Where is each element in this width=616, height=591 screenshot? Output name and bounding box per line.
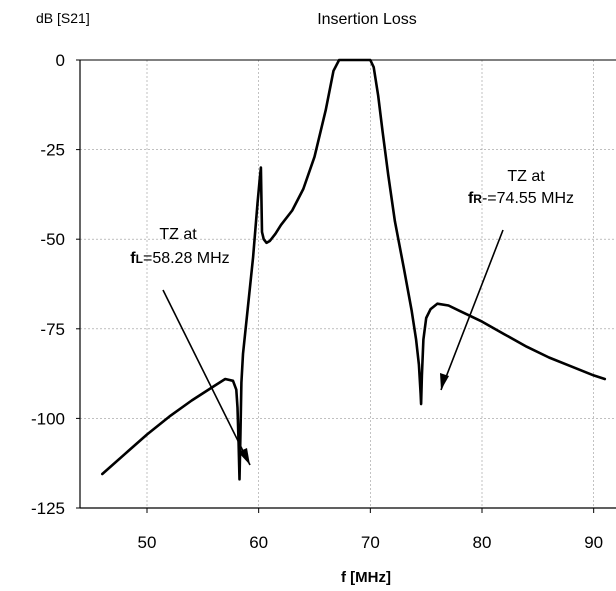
y-tick-label: -125 — [31, 499, 65, 518]
annotation-left-line1: TZ at — [159, 226, 197, 243]
grid-lines — [80, 59, 616, 508]
x-tick-label: 90 — [584, 533, 603, 552]
annotation-left-prefix: f — [130, 250, 136, 267]
annotation-left-line2: fL=58.28 MHz — [130, 250, 229, 267]
annotation-right-prefix: f — [468, 190, 474, 207]
y-tick-label: -100 — [31, 409, 65, 428]
annotation-left-subscript: L — [136, 252, 143, 266]
annotation-right-value: -=74.55 MHz — [482, 190, 574, 207]
y-tick-label: -25 — [40, 141, 65, 160]
x-axis-ticks: 50 60 70 80 90 — [138, 508, 603, 552]
x-axis-label: f [MHz] — [341, 569, 391, 586]
x-tick-label: 60 — [249, 533, 268, 552]
annotation-left-arrowhead — [238, 448, 250, 465]
x-tick-label: 70 — [361, 533, 380, 552]
annotation-right-line1: TZ at — [507, 168, 545, 185]
y-tick-label: 0 — [56, 51, 65, 70]
annotation-right-arrowhead — [440, 373, 449, 390]
annotation-left-arrow — [162, 289, 251, 466]
annotation-left: TZ at fL=58.28 MHz — [130, 226, 251, 466]
series-line — [101, 58, 607, 481]
chart-title: Insertion Loss — [317, 11, 417, 28]
series-group — [101, 58, 607, 481]
annotation-right-subscript: R — [473, 192, 482, 206]
y-axis-ticks: 0 -25 -50 -75 -100 -125 — [31, 51, 80, 518]
annotation-right-line2: fR-=74.55 MHz — [468, 190, 574, 207]
plot-frame — [79, 59, 616, 509]
annotation-right: TZ at fR-=74.55 MHz — [440, 168, 574, 391]
annotation-left-value: =58.28 MHz — [143, 250, 230, 267]
y-tick-label: -50 — [40, 230, 65, 249]
x-tick-label: 80 — [473, 533, 492, 552]
y-axis-label: dB [S21] — [36, 10, 90, 26]
annotation-right-arrow — [440, 229, 504, 391]
y-tick-label: -75 — [40, 320, 65, 339]
x-tick-label: 50 — [138, 533, 157, 552]
